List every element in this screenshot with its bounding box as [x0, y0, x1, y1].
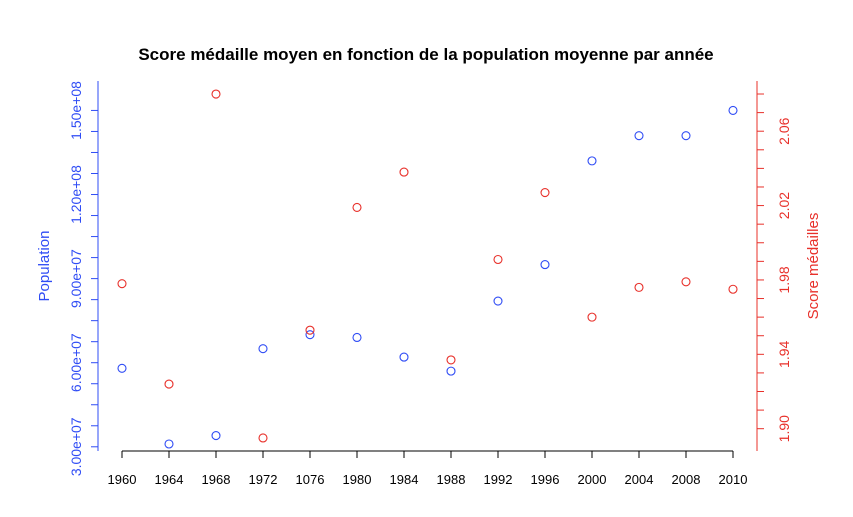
- population-point: [258, 344, 268, 354]
- score-point: [399, 167, 409, 177]
- left-tick-label: 9.00e+07: [68, 249, 84, 308]
- x-tick-label: 2004: [625, 472, 654, 487]
- score-point: [211, 89, 221, 99]
- score-point: [728, 284, 738, 294]
- population-point: [164, 439, 174, 449]
- population-point: [728, 105, 738, 115]
- population-point: [587, 156, 597, 166]
- score-point: [117, 279, 127, 289]
- left-tick-label: 6.00e+07: [68, 333, 84, 392]
- x-tick-label: 1972: [249, 472, 278, 487]
- score-point: [681, 277, 691, 287]
- chart-title: Score médaille moyen en fonction de la p…: [138, 45, 713, 64]
- population-point: [681, 131, 691, 141]
- x-tick-label: 1988: [437, 472, 466, 487]
- population-point: [117, 363, 127, 373]
- x-tick-label: 1960: [108, 472, 137, 487]
- score-point: [446, 355, 456, 365]
- x-tick-label: 2010: [719, 472, 748, 487]
- score-point: [587, 312, 597, 322]
- score-point: [305, 325, 315, 335]
- x-tick-label: 1076: [296, 472, 325, 487]
- x-tick-label: 1992: [484, 472, 513, 487]
- score-point: [352, 202, 362, 212]
- score-point: [493, 254, 503, 265]
- population-point: [634, 131, 644, 141]
- x-tick-label: 2008: [672, 472, 701, 487]
- x-tick-label: 1984: [390, 472, 419, 487]
- right-tick-label: 2.06: [776, 117, 792, 144]
- population-point: [399, 352, 409, 362]
- population-point: [305, 330, 315, 340]
- population-point: [446, 366, 456, 376]
- points-layer: [117, 89, 738, 449]
- x-tick-label: 1980: [343, 472, 372, 487]
- left-tick-label: 3.00e+07: [68, 417, 84, 476]
- axes-layer: 3.00e+07 6.00e+07 9.00e+07 1.20e+08 1.50e+08…: [68, 81, 792, 487]
- right-tick-label: 1.98: [776, 266, 792, 293]
- x-tick-label: 1996: [531, 472, 560, 487]
- population-point: [493, 296, 503, 306]
- population-point: [211, 431, 221, 441]
- x-tick-label: 1968: [202, 472, 231, 487]
- x-tick-label: 2000: [578, 472, 607, 487]
- score-point: [634, 282, 644, 292]
- left-tick-label: 1.50e+08: [68, 81, 84, 140]
- score-point: [258, 433, 268, 443]
- score-point: [540, 188, 550, 198]
- score-point: [164, 379, 174, 389]
- population-point: [540, 260, 550, 270]
- right-tick-label: 1.90: [776, 415, 792, 442]
- population-point: [352, 332, 362, 343]
- right-axis-label: Score médailles: [805, 213, 822, 320]
- left-axis-label: Population: [36, 231, 53, 302]
- right-tick-label: 1.94: [776, 340, 792, 367]
- left-tick-label: 1.20e+08: [68, 165, 84, 224]
- right-tick-label: 2.02: [776, 192, 792, 219]
- x-tick-label: 1964: [155, 472, 184, 487]
